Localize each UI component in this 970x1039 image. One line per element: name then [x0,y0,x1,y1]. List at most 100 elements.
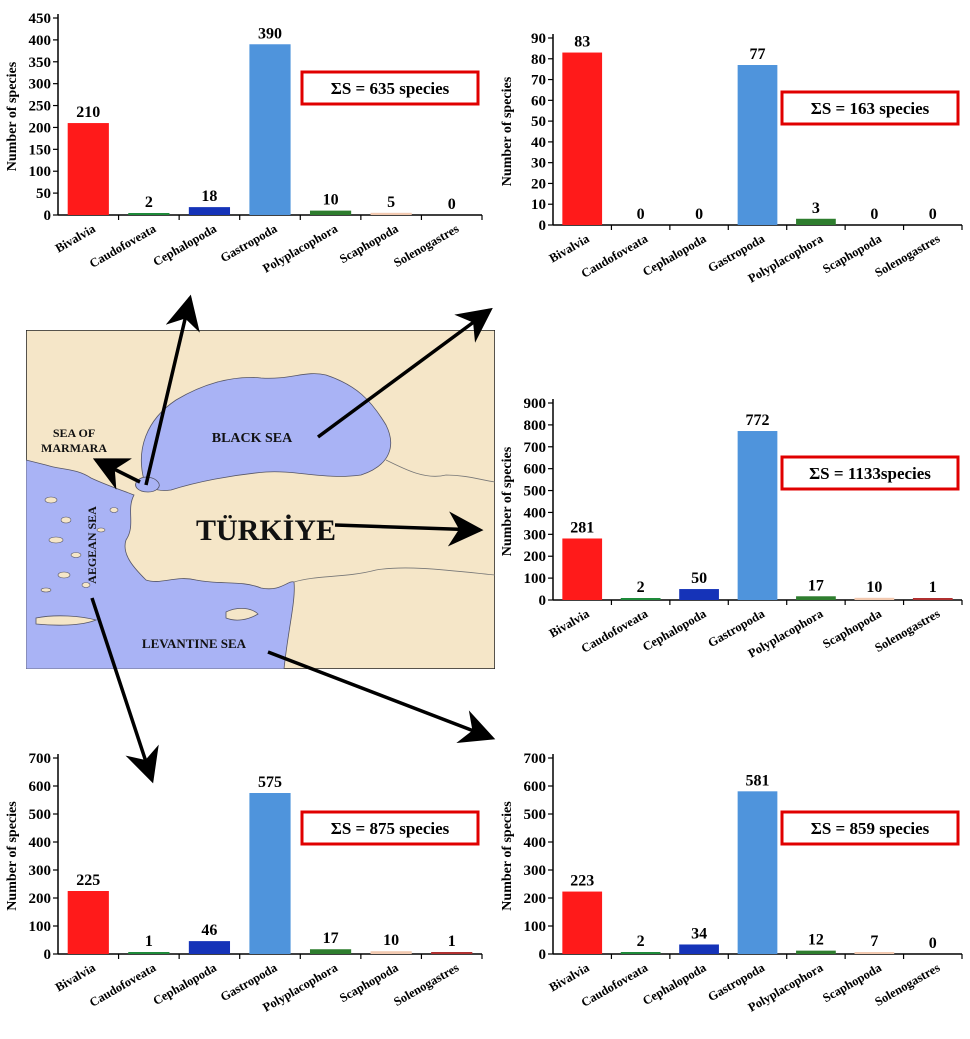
category-label: Caudofoveata [579,231,651,281]
bar-caudofoveata [128,952,170,954]
bar-scaphopoda [370,212,412,215]
y-tick-label: 500 [524,484,547,500]
y-tick-label: 600 [29,779,52,795]
map-label-marmara-1: SEA OF [53,426,95,440]
y-axis-label: Number of species [5,801,20,911]
value-label: 772 [746,412,770,429]
bar-cephalopoda [679,944,719,954]
bar-scaphopoda [370,951,412,954]
bar-bivalvia [67,891,109,954]
value-label: 0 [929,935,937,952]
bar-gastropoda [249,44,291,216]
value-label: 18 [201,188,217,205]
category-label: Cephalopoda [151,960,220,1008]
bar-bivalvia [67,123,109,215]
y-tick-label: 300 [524,527,547,543]
value-label: 2 [145,194,153,211]
y-axis-label: Number of species [5,61,20,171]
category-label: Cephalopoda [151,221,220,269]
bar-cephalopoda [679,589,719,600]
y-tick-label: 500 [29,807,52,823]
value-label: 17 [808,577,824,594]
y-tick-label: 200 [524,549,547,565]
sum-label: ΣS = 875 species [331,819,450,838]
y-tick-label: 200 [29,120,52,136]
bar-solenogastres [431,952,473,954]
value-label: 10 [866,579,882,596]
y-tick-label: 30 [531,156,546,172]
value-label: 281 [570,519,594,536]
y-tick-label: 10 [531,197,546,213]
y-tick-label: 100 [29,919,52,935]
y-tick-label: 500 [524,807,547,823]
y-tick-label: 100 [29,164,52,180]
category-label: Caudofoveata [579,606,651,656]
chart-svg: Number of species05010015020025030035040… [5,11,483,276]
value-label: 34 [691,925,707,942]
map-label-black-sea: BLACK SEA [212,431,293,446]
bar-caudofoveata [620,598,661,600]
chart-svg: Number of species 0 100 200 300 400 500 600 700 8… [500,396,963,661]
sum-label: ΣS = 859 species [811,819,930,838]
y-axis-label: Number of species [500,76,515,186]
category-label: Caudofoveata [87,960,159,1010]
y-tick-label: 80 [531,52,546,68]
value-label: 0 [637,206,645,223]
y-tick-label: 400 [29,33,52,49]
category-label: Solenogastres [872,606,942,655]
y-tick-label: 200 [524,891,547,907]
bar-cephalopoda [188,207,231,215]
y-tick-label: 200 [29,891,52,907]
value-label: 50 [691,570,707,587]
y-axis-label: Number of species [500,801,515,911]
y-tick-label: 250 [29,99,52,115]
chart-aegean: Number of species 0 100 200 300 400 500 600 700 2… [0,740,490,1039]
map-label-aegean: AEGEAN SEA [85,506,99,584]
bar-bivalvia [562,538,603,600]
y-tick-label: 40 [531,135,546,151]
category-label: Cephalopoda [640,960,709,1008]
sum-label: ΣS = 1133species [809,464,931,483]
aegean-islands [40,496,119,593]
y-tick-label: 350 [29,55,52,71]
value-label: 10 [383,932,399,949]
y-tick-label: 400 [524,835,547,851]
category-label: Solenogastres [872,960,942,1009]
chart-black-sea: Number of species 0 10 20 30 40 50 60 70 80 90 83 Bi… [495,20,970,310]
y-axis-label: Number of species [500,446,515,556]
bar-gastropoda [737,65,778,225]
category-label: Bivalvia [547,231,593,265]
sum-label: ΣS = 635 species [331,79,450,98]
chart-levantine: Number of species 0 100 200 300 400 500 600 700 2… [495,740,970,1039]
y-tick-label: 300 [29,863,52,879]
category-label: Solenogastres [391,221,461,270]
y-tick-label: 700 [524,751,547,767]
bar-gastropoda [249,793,291,954]
value-label: 210 [76,104,100,121]
y-tick-label: 60 [531,93,546,109]
y-tick-label: 0 [44,947,52,963]
bar-polyplacophora [309,949,352,954]
sum-label: ΣS = 163 species [811,99,930,118]
bar-polyplacophora [796,596,836,600]
value-label: 3 [812,200,820,217]
value-label: 1 [929,579,937,596]
chart-turkiye: Number of species 0 100 200 300 400 500 600 700 8… [495,385,970,685]
category-label: Cephalopoda [640,231,709,279]
bar-scaphopoda [854,952,895,954]
map-panel: SEA OF MARMARA BLACK SEA TÜRKİYE AEGEAN … [25,329,496,670]
value-label: 0 [695,206,703,223]
y-tick-label: 50 [531,114,546,130]
bar-polyplacophora [796,950,836,954]
y-tick-label: 0 [539,218,547,234]
value-label: 575 [258,774,282,791]
map-label-country: TÜRKİYE [196,514,336,547]
category-label: Solenogastres [391,960,461,1009]
y-tick-label: 0 [44,208,52,224]
border-lines [293,459,496,583]
bar-bivalvia [562,52,603,225]
chart-svg: Number of species 0 100 200 300 400 500 600 700 2… [5,751,483,1015]
y-tick-label: 700 [524,440,547,456]
cyprus-shape [225,608,259,621]
value-label: 1 [448,933,456,950]
